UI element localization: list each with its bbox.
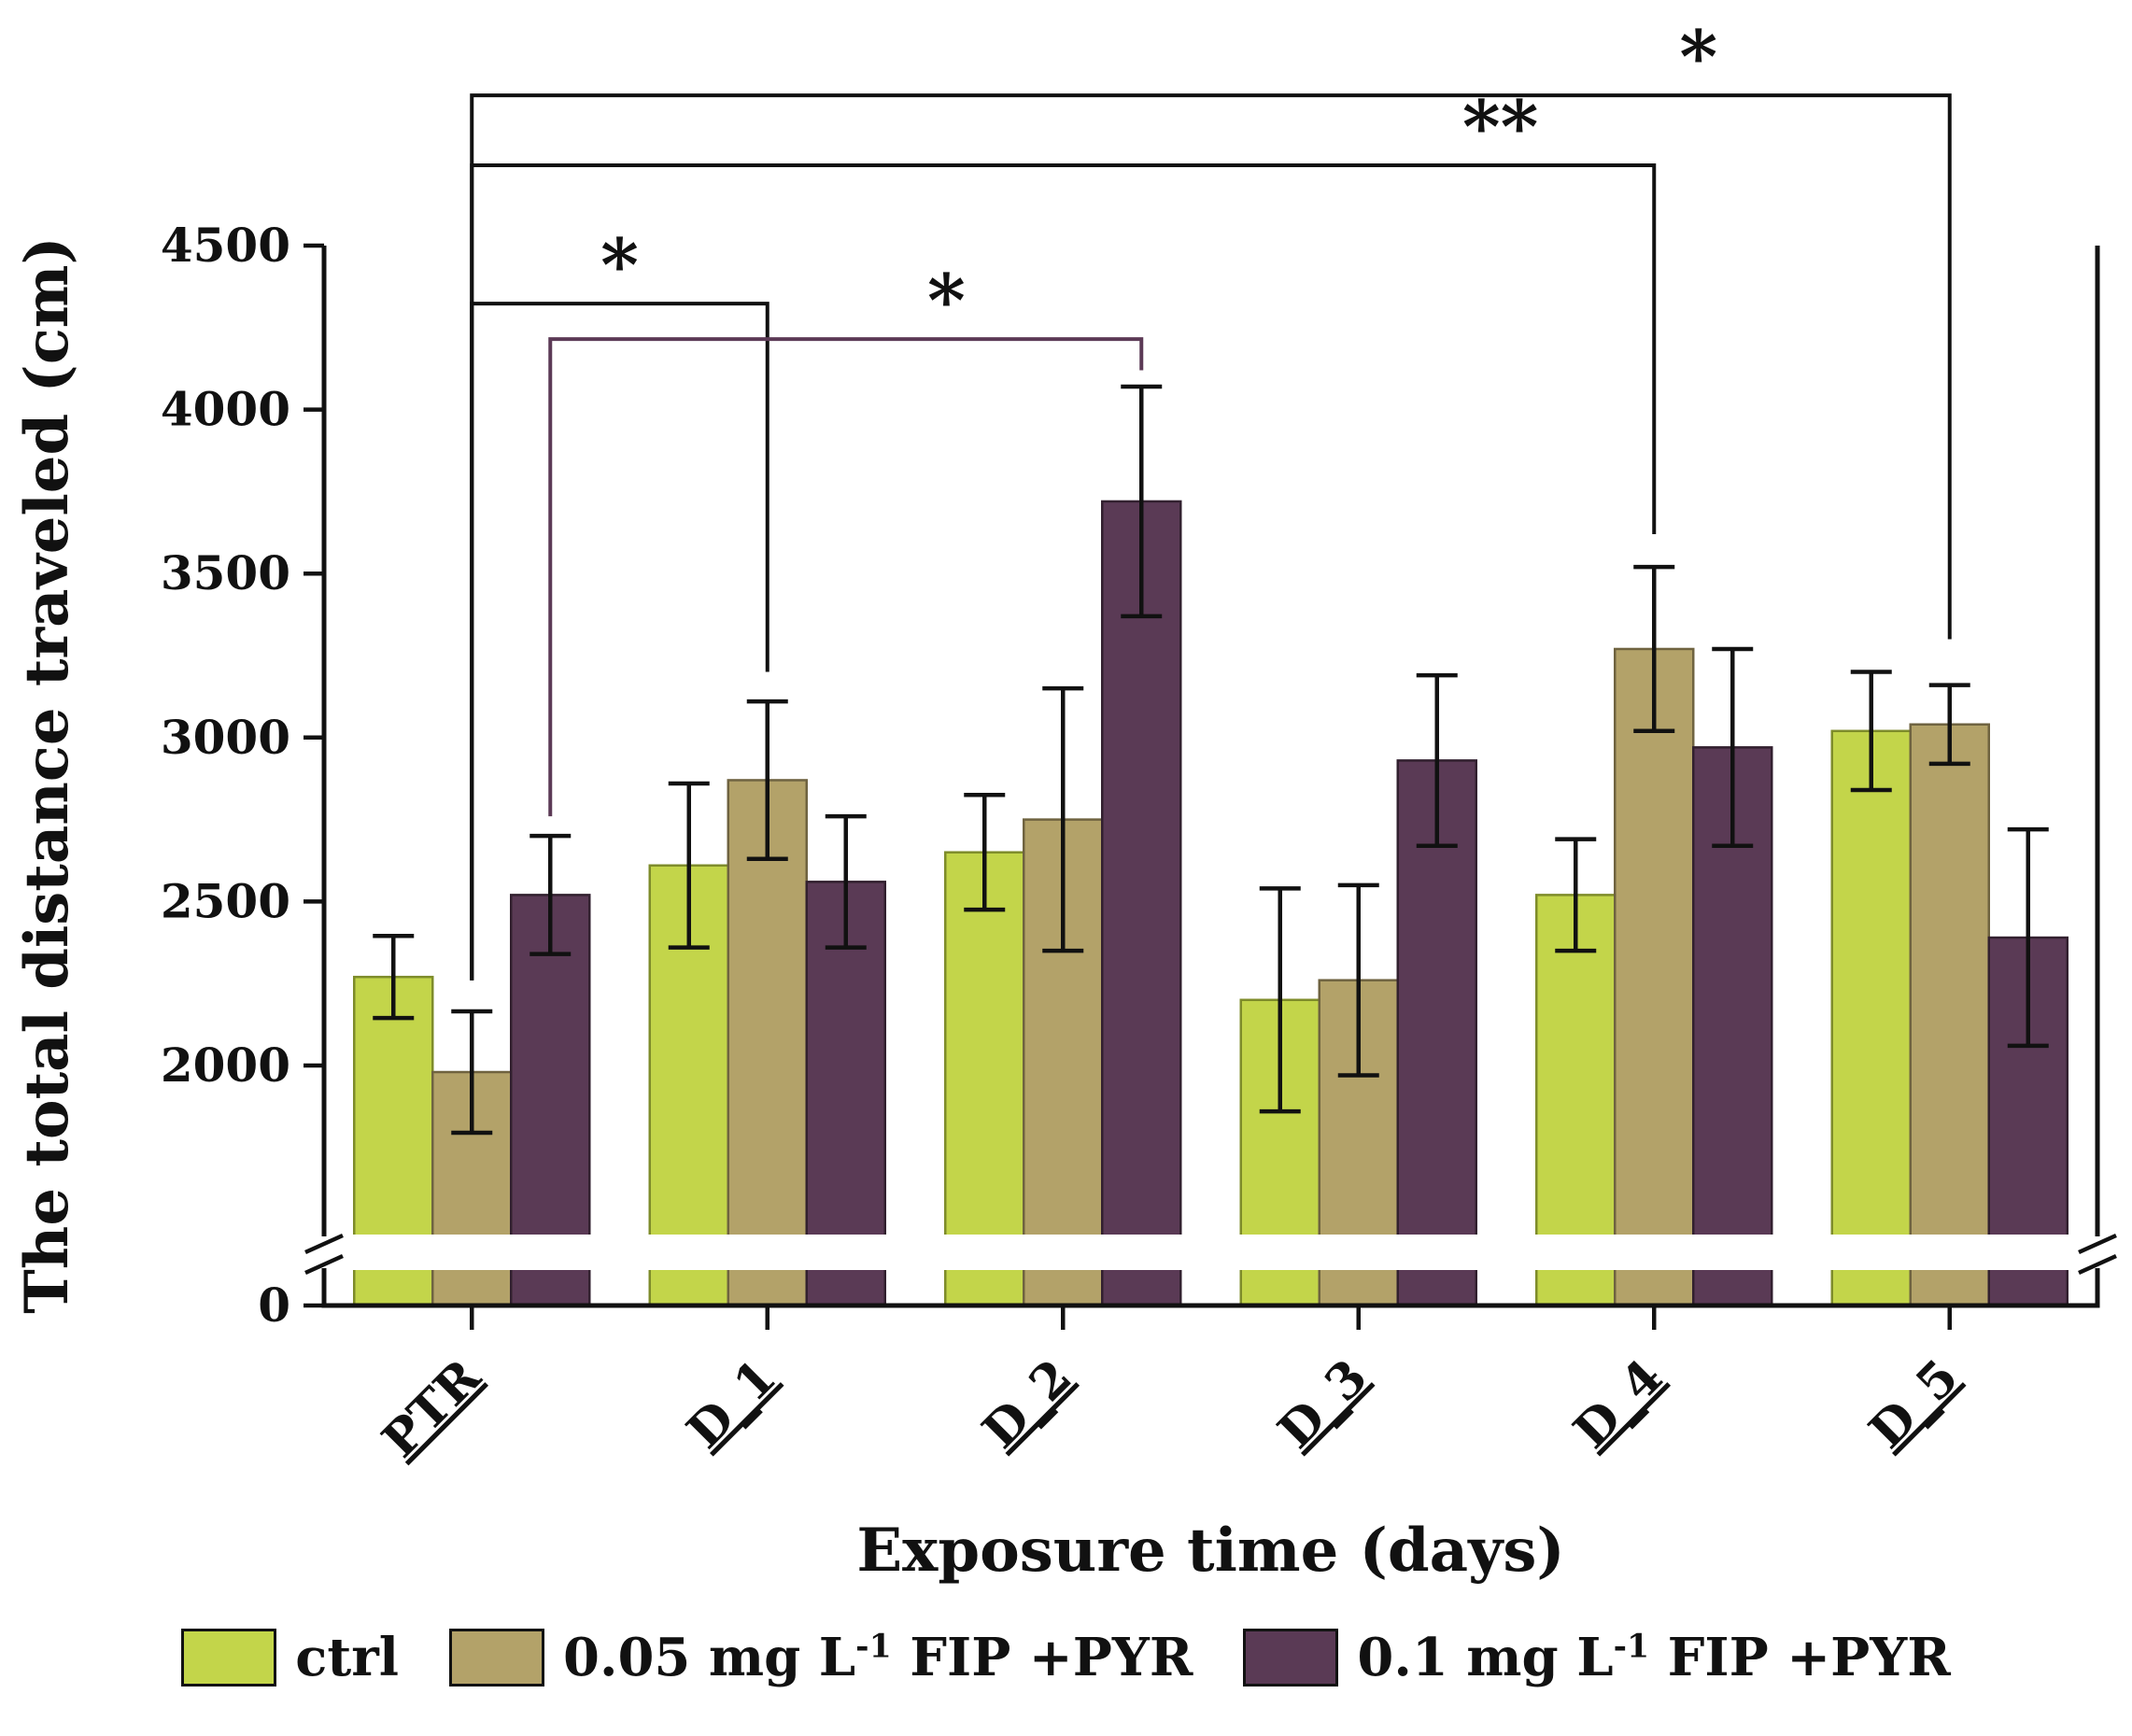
axis-break-slash	[304, 1233, 344, 1255]
bar	[1614, 647, 1695, 1307]
axis-break-slash	[2078, 1233, 2117, 1255]
y-tick-label: 3000	[161, 710, 290, 765]
x-axis-title: Exposure time (days)	[856, 1516, 1564, 1586]
x-tick-label: D_5	[1858, 1348, 1970, 1460]
significance-label: **	[1462, 85, 1539, 170]
significance-label: *	[600, 223, 639, 308]
y-tick-label: 3500	[161, 545, 290, 600]
bar	[1396, 759, 1477, 1307]
legend-label: 0.1 mg L-1 FIP +PYR	[1357, 1627, 1951, 1688]
y-origin-label: 0	[258, 1277, 290, 1333]
significance-bracket	[548, 337, 1144, 817]
legend-label: 0.05 mg L-1 FIP +PYR	[563, 1627, 1193, 1688]
x-tick-label: PTR	[372, 1348, 492, 1469]
y-axis-title: The total distance traveled (cm)	[12, 236, 82, 1314]
legend-label: ctrl	[295, 1627, 399, 1688]
bar	[1101, 500, 1182, 1307]
axes-group	[304, 243, 2117, 1330]
legend-item: 0.05 mg L-1 FIP +PYR	[449, 1627, 1193, 1688]
axis-break-band	[328, 1235, 2094, 1270]
bars-group	[353, 500, 2068, 1307]
bar	[1909, 723, 1990, 1307]
significance-group: **** *	[470, 15, 1952, 981]
x-tick-label: D_4	[1562, 1348, 1673, 1460]
y-tick-label: 4500	[161, 218, 290, 273]
chart-legend: ctrl 0.05 mg L-1 FIP +PYR 0.1 mg L-1 FIP +…	[0, 1627, 2132, 1688]
y-tick-label: 2000	[161, 1037, 290, 1093]
significance-label: *	[1679, 15, 1717, 100]
legend-swatch	[181, 1629, 277, 1687]
axis-break-slash	[304, 1253, 344, 1276]
legend-swatch	[1243, 1629, 1339, 1687]
x-tick-label: D_1	[676, 1348, 787, 1460]
y-tick-label: 4000	[161, 382, 290, 437]
legend-swatch	[449, 1629, 544, 1687]
y-tick-label: 2500	[161, 873, 290, 928]
legend-item: 0.1 mg L-1 FIP +PYR	[1243, 1627, 1951, 1688]
axis-break-slash	[2078, 1253, 2117, 1276]
bar	[1830, 729, 1912, 1307]
x-tick-label: D_2	[971, 1348, 1082, 1460]
legend-label-superscript: -1	[1613, 1627, 1650, 1666]
legend-label-superscript: -1	[855, 1627, 892, 1666]
significance-bracket	[470, 302, 769, 981]
error-bars-group	[373, 384, 2049, 1136]
significance-label: *	[927, 259, 966, 344]
legend-item: ctrl	[181, 1627, 399, 1688]
x-tick-label: D_3	[1267, 1348, 1378, 1460]
